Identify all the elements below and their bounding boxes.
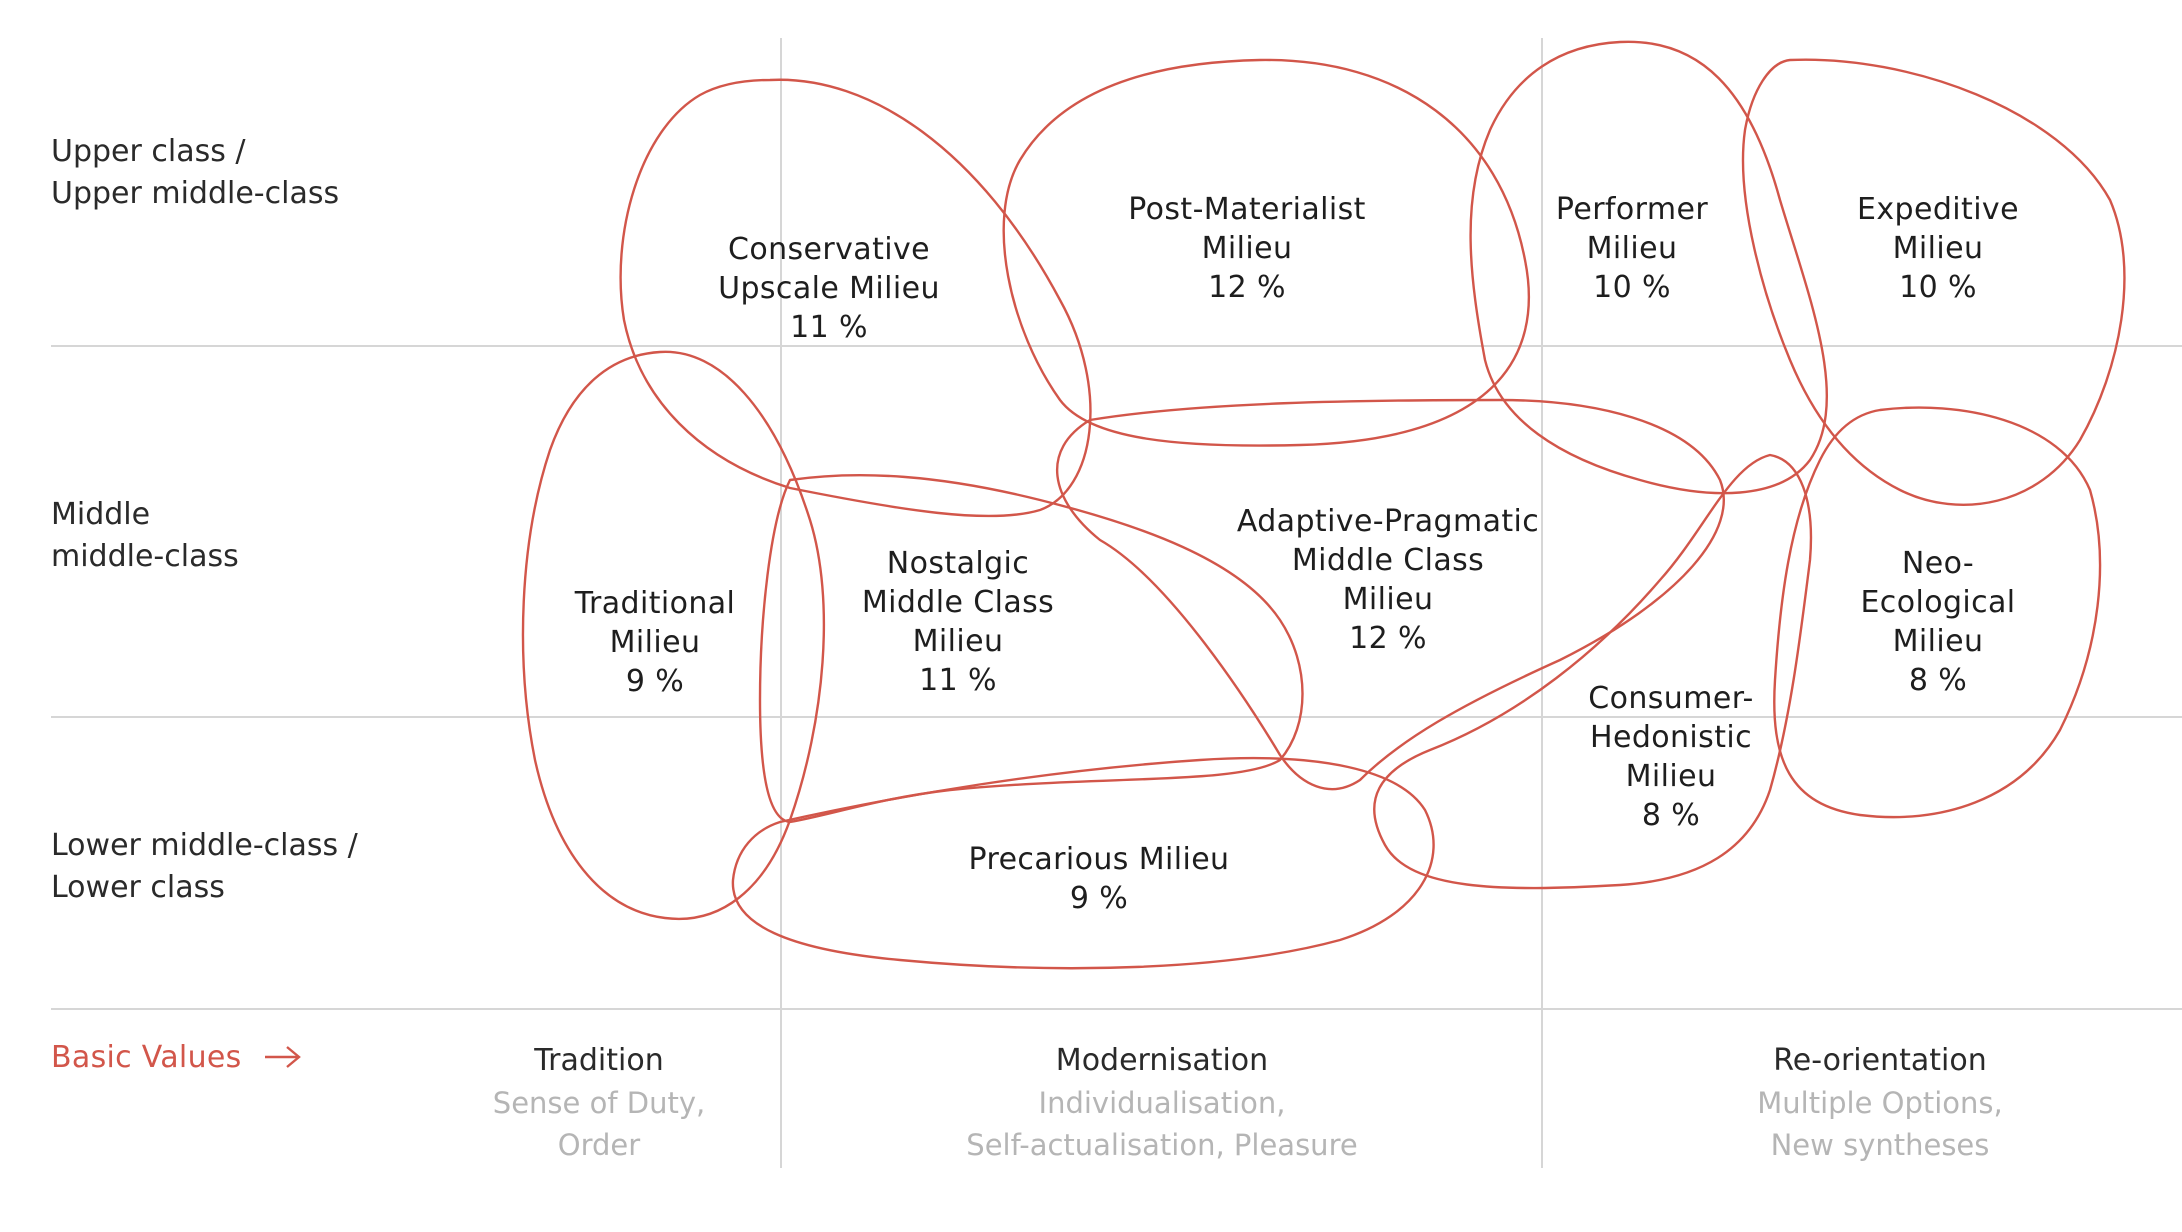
- consumer-hedonistic-line-2: Hedonistic: [1590, 720, 1752, 755]
- neo-ecological-label: Neo- Ecological Milieu 8 %: [1860, 544, 2015, 700]
- conservative-upscale-line-2: Upscale Milieu: [718, 271, 940, 306]
- traditional-label: Traditional Milieu 9 %: [575, 584, 736, 701]
- column-reorientation-sub: Multiple Options, New syntheses: [1757, 1082, 2003, 1166]
- conservative-upscale-share: 11 %: [790, 310, 868, 345]
- neo-ecological-line-3: Milieu: [1892, 624, 1984, 659]
- column-modernisation: Modernisation Individualisation, Self-ac…: [966, 1040, 1357, 1166]
- adaptive-pragmatic-line-3: Milieu: [1342, 582, 1434, 617]
- column-tradition-sub: Sense of Duty, Order: [493, 1082, 705, 1166]
- conservative-upscale-label: Conservative Upscale Milieu 11 %: [718, 230, 940, 347]
- column-modernisation-title: Modernisation: [1055, 1043, 1269, 1078]
- column-modernisation-sub-line-1: Individualisation,: [1038, 1086, 1286, 1120]
- basic-values-label: Basic Values: [51, 1040, 301, 1075]
- post-materialist-blob: [1002, 58, 1530, 447]
- arrow-right-icon: [265, 1046, 301, 1068]
- consumer-hedonistic-blob: [1373, 453, 1813, 890]
- column-reorientation-sub-line-1: Multiple Options,: [1757, 1086, 2003, 1120]
- neo-ecological-line-2: Ecological: [1860, 585, 2016, 620]
- nostalgic-line-1: Nostalgic: [886, 546, 1030, 581]
- precarious-label: Precarious Milieu 9 %: [969, 840, 1230, 918]
- row-label-lower-line-1: Lower middle-class /: [51, 828, 358, 863]
- nostalgic-blob: [758, 473, 1304, 824]
- adaptive-pragmatic-line-1: Adaptive-Pragmatic: [1236, 504, 1540, 539]
- basic-values-text: Basic Values: [51, 1040, 242, 1075]
- traditional-share: 9 %: [625, 664, 685, 699]
- expeditive-blob: [1741, 58, 2126, 507]
- precarious-line-1: Precarious Milieu: [968, 842, 1230, 877]
- column-tradition-sub-line-2: Order: [557, 1128, 641, 1162]
- neo-ecological-line-1: Neo-: [1901, 546, 1975, 581]
- row-label-middle-line-2: middle-class: [51, 539, 239, 574]
- column-reorientation-sub-line-2: New syntheses: [1770, 1128, 1990, 1162]
- row-label-upper: Upper class / Upper middle-class: [51, 131, 339, 215]
- column-modernisation-sub-line-2: Self-actualisation, Pleasure: [966, 1128, 1358, 1162]
- consumer-hedonistic-line-3: Milieu: [1625, 759, 1717, 794]
- performer-line-1: Performer: [1555, 192, 1709, 227]
- post-materialist-line-1: Post-Materialist: [1128, 192, 1366, 227]
- adaptive-pragmatic-blob: [1056, 398, 1725, 791]
- traditional-line-1: Traditional: [574, 586, 736, 621]
- column-tradition: Tradition Sense of Duty, Order: [493, 1040, 705, 1166]
- row-label-lower-line-2: Lower class: [51, 870, 225, 905]
- conservative-upscale-line-1: Conservative: [728, 232, 930, 267]
- consumer-hedonistic-label: Consumer- Hedonistic Milieu 8 %: [1588, 679, 1753, 835]
- nostalgic-label: Nostalgic Middle Class Milieu 11 %: [862, 544, 1054, 700]
- expeditive-line-1: Expeditive: [1857, 192, 2019, 227]
- nostalgic-line-2: Middle Class: [861, 585, 1055, 620]
- conservative-upscale-blob: [619, 78, 1092, 518]
- column-modernisation-sub: Individualisation, Self-actualisation, P…: [966, 1082, 1357, 1166]
- row-label-upper-line-2: Upper middle-class: [51, 176, 340, 211]
- row-label-upper-line-1: Upper class /: [51, 134, 246, 169]
- expeditive-share: 10 %: [1899, 270, 1977, 305]
- post-materialist-line-2: Milieu: [1201, 231, 1293, 266]
- expeditive-label: Expeditive Milieu 10 %: [1857, 190, 2019, 307]
- column-tradition-sub-line-1: Sense of Duty,: [492, 1086, 706, 1120]
- adaptive-pragmatic-line-2: Middle Class: [1291, 543, 1485, 578]
- row-label-middle: Middle middle-class: [51, 494, 239, 578]
- adaptive-pragmatic-label: Adaptive-Pragmatic Middle Class Milieu 1…: [1237, 502, 1539, 658]
- row-label-lower: Lower middle-class / Lower class: [51, 825, 358, 909]
- grid: [51, 38, 2182, 1168]
- performer-blob: [1469, 40, 1829, 495]
- consumer-hedonistic-share: 8 %: [1641, 798, 1701, 833]
- nostalgic-line-3: Milieu: [912, 624, 1004, 659]
- performer-share: 10 %: [1593, 270, 1671, 305]
- performer-label: Performer Milieu 10 %: [1556, 190, 1708, 307]
- row-label-middle-line-1: Middle: [51, 497, 151, 532]
- column-reorientation: Re-orientation Multiple Options, New syn…: [1757, 1040, 2003, 1166]
- traditional-blob: [521, 350, 826, 921]
- neo-ecological-share: 8 %: [1908, 663, 1968, 698]
- adaptive-pragmatic-share: 12 %: [1349, 621, 1427, 656]
- post-materialist-share: 12 %: [1208, 270, 1286, 305]
- performer-line-2: Milieu: [1586, 231, 1678, 266]
- precarious-share: 9 %: [1069, 881, 1129, 916]
- traditional-line-2: Milieu: [609, 625, 701, 660]
- expeditive-line-2: Milieu: [1892, 231, 1984, 266]
- column-reorientation-title: Re-orientation: [1773, 1043, 1987, 1078]
- precarious-blob: [731, 757, 1435, 970]
- neo-ecological-blob: [1773, 406, 2102, 819]
- consumer-hedonistic-line-1: Consumer-: [1588, 681, 1754, 716]
- column-tradition-title: Tradition: [534, 1043, 664, 1078]
- nostalgic-share: 11 %: [919, 663, 997, 698]
- post-materialist-label: Post-Materialist Milieu 12 %: [1128, 190, 1366, 307]
